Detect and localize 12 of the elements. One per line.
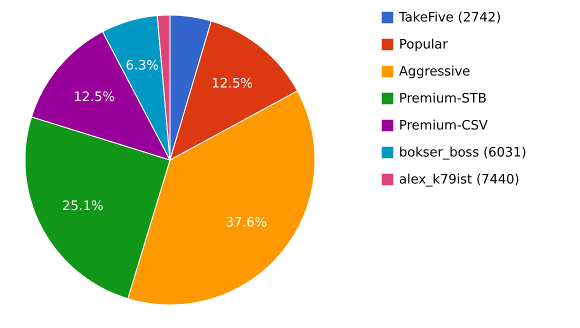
data-label: 37.6% <box>226 215 268 230</box>
data-label: 25.1% <box>62 199 104 214</box>
legend-label: TakeFive (2742) <box>398 10 502 26</box>
legend-label: Premium-CSV <box>399 118 488 134</box>
legend-label: Aggressive <box>399 64 470 80</box>
legend-label: Premium-STB <box>399 92 487 106</box>
legend-label: alex_k79ist (7440) <box>399 172 520 188</box>
data-label: 6.3% <box>126 58 159 74</box>
legend-label: bokser_boss (6031) <box>399 146 526 160</box>
data-label: 12.5% <box>74 90 115 105</box>
legend-label: Popular <box>399 38 448 52</box>
data-label: 12.5% <box>211 76 253 92</box>
